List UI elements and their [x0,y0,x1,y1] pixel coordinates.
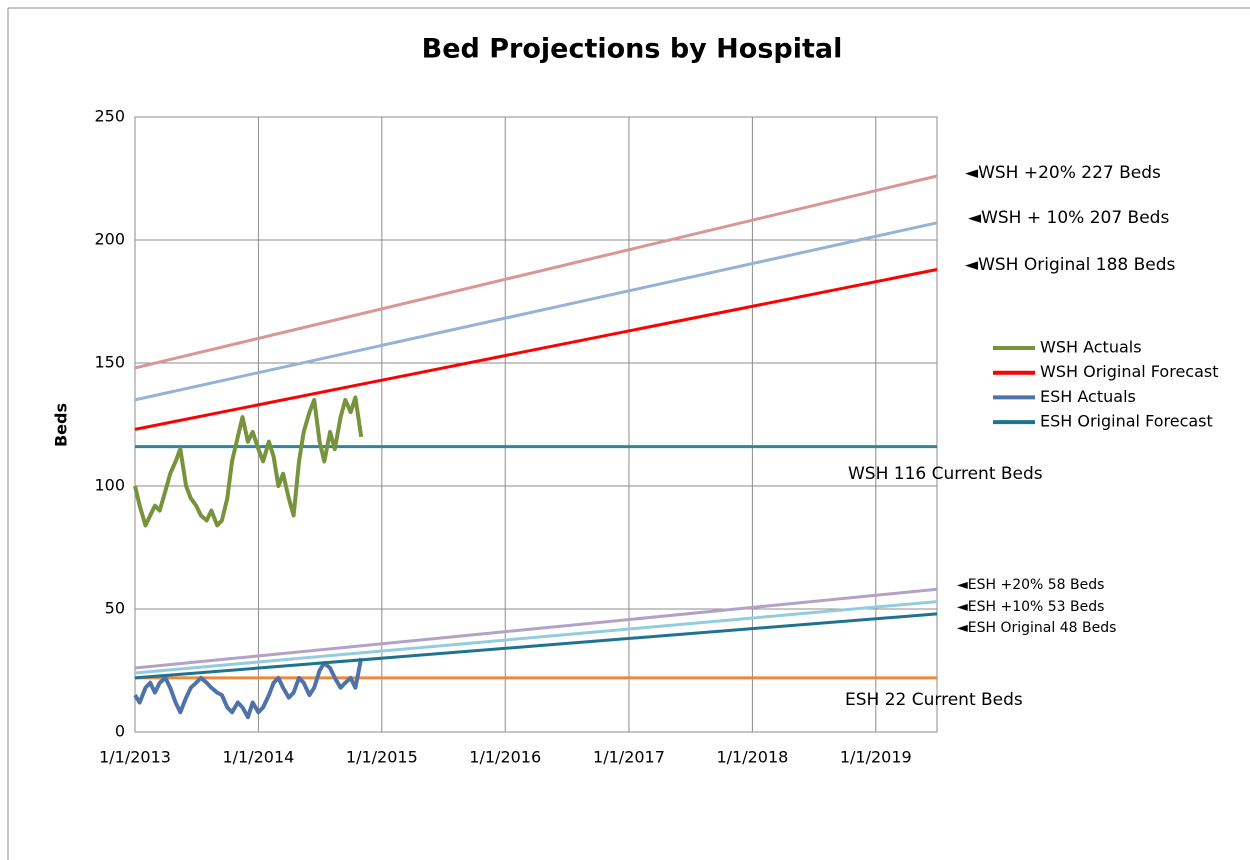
x-tick-label: 1/1/2015 [346,748,418,767]
y-axis-label: Beds [52,403,71,447]
legend-label: WSH Original Forecast [1040,362,1219,381]
legend-label: ESH Original Forecast [1040,412,1213,431]
annotation: ESH 22 Current Beds [845,690,1023,710]
series-line [134,174,938,370]
annotation: ◄WSH + 10% 207 Beds [968,208,1169,228]
y-tick-label: 100 [94,476,125,495]
annotation: ◄ESH +20% 58 Beds [957,577,1104,593]
x-tick-label: 1/1/2019 [840,748,912,767]
series-line [133,657,364,720]
annotation: ◄ESH +10% 53 Beds [957,599,1104,615]
y-tick-label: 150 [94,353,125,372]
x-tick-label: 1/1/2017 [593,748,665,767]
annotation: ◄ESH Original 48 Beds [957,620,1116,636]
annotation: ◄WSH +20% 227 Beds [965,163,1161,183]
x-tick-label: 1/1/2018 [716,748,788,767]
y-tick-label: 250 [94,107,125,126]
annotation: WSH 116 Current Beds [848,464,1043,484]
series-line [134,600,938,675]
y-tick-label: 200 [94,230,125,249]
series-line [133,395,364,528]
x-tick-label: 1/1/2013 [99,748,171,767]
x-tick-label: 1/1/2014 [222,748,294,767]
legend-label: ESH Actuals [1040,387,1136,406]
legend-label: WSH Actuals [1040,338,1142,357]
series-line [134,612,938,680]
y-tick-label: 0 [115,722,125,741]
x-tick-label: 1/1/2016 [469,748,541,767]
annotation: ◄WSH Original 188 Beds [965,255,1176,275]
y-tick-label: 50 [105,599,125,618]
plot-border [134,116,938,733]
series-line [134,268,938,431]
series-line [134,587,938,670]
series-line [134,221,938,402]
chart-title: Bed Projections by Hospital [422,34,843,65]
